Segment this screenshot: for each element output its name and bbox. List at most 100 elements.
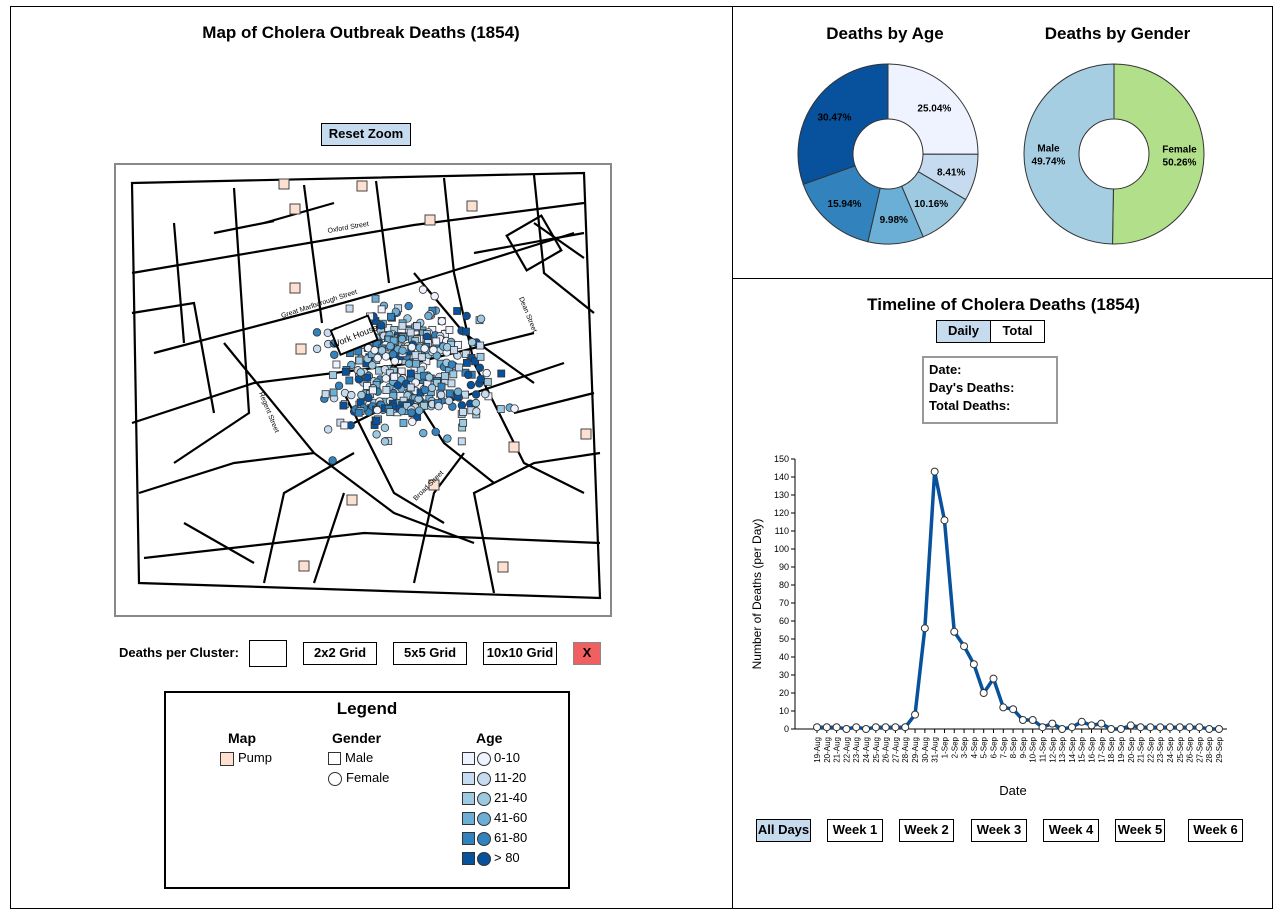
- male-death-marker[interactable]: [412, 359, 420, 368]
- female-death-marker[interactable]: [397, 406, 407, 416]
- day-point[interactable]: [1028, 716, 1037, 724]
- day-point[interactable]: [852, 723, 861, 732]
- cholera-map[interactable]: Oxford Street Great Marlborough Street D…: [114, 163, 612, 617]
- day-point[interactable]: [862, 725, 871, 733]
- pump-marker[interactable]: [508, 441, 520, 453]
- female-death-marker[interactable]: [414, 406, 424, 415]
- female-death-marker[interactable]: [431, 427, 440, 437]
- all-days-button[interactable]: All Days: [756, 819, 811, 842]
- day-point[interactable]: [989, 674, 998, 683]
- day-point[interactable]: [1126, 721, 1135, 730]
- female-death-marker[interactable]: [380, 423, 390, 432]
- female-death-marker[interactable]: [418, 285, 428, 294]
- female-death-marker[interactable]: [393, 381, 402, 390]
- age-pie-slice[interactable]: [887, 63, 979, 155]
- male-death-marker[interactable]: [321, 390, 330, 399]
- grid-2x2-button[interactable]: 2x2 Grid: [303, 642, 377, 665]
- female-death-marker[interactable]: [467, 338, 477, 347]
- female-death-marker[interactable]: [354, 375, 364, 384]
- male-death-marker[interactable]: [368, 386, 377, 395]
- male-death-marker[interactable]: [459, 408, 467, 416]
- day-point[interactable]: [920, 624, 929, 633]
- day-point[interactable]: [1156, 723, 1165, 732]
- day-point[interactable]: [1195, 723, 1204, 732]
- male-death-marker[interactable]: [329, 388, 338, 397]
- female-death-marker[interactable]: [370, 346, 379, 355]
- female-death-marker[interactable]: [328, 456, 337, 465]
- male-death-marker[interactable]: [497, 369, 506, 378]
- male-death-marker[interactable]: [453, 307, 462, 315]
- male-death-marker[interactable]: [399, 419, 408, 427]
- male-death-marker[interactable]: [354, 408, 363, 417]
- day-point[interactable]: [1077, 717, 1086, 726]
- male-death-marker[interactable]: [462, 327, 470, 336]
- female-death-marker[interactable]: [437, 317, 447, 326]
- female-death-marker[interactable]: [427, 383, 437, 393]
- female-death-marker[interactable]: [388, 350, 398, 359]
- female-death-marker[interactable]: [377, 346, 387, 355]
- male-death-marker[interactable]: [496, 405, 505, 413]
- male-death-marker[interactable]: [340, 421, 349, 430]
- pump-marker[interactable]: [298, 560, 310, 572]
- male-death-marker[interactable]: [387, 312, 395, 321]
- pump-marker[interactable]: [346, 494, 358, 506]
- male-death-marker[interactable]: [449, 370, 458, 379]
- male-death-marker[interactable]: [447, 379, 456, 388]
- female-death-marker[interactable]: [462, 311, 471, 321]
- day-point[interactable]: [930, 467, 939, 476]
- female-death-marker[interactable]: [347, 390, 356, 400]
- day-point[interactable]: [999, 703, 1008, 712]
- female-death-marker[interactable]: [397, 334, 407, 344]
- female-death-marker[interactable]: [381, 374, 391, 383]
- pump-marker[interactable]: [295, 343, 307, 355]
- male-death-marker[interactable]: [420, 401, 428, 410]
- female-death-marker[interactable]: [420, 385, 430, 395]
- day-point[interactable]: [911, 710, 920, 719]
- female-death-marker[interactable]: [368, 361, 377, 370]
- clear-cluster-button[interactable]: X: [573, 642, 601, 665]
- male-death-marker[interactable]: [413, 322, 421, 331]
- male-death-marker[interactable]: [363, 373, 372, 382]
- pump-marker[interactable]: [580, 428, 592, 440]
- male-death-marker[interactable]: [390, 372, 399, 381]
- day-point[interactable]: [1107, 725, 1116, 733]
- week-4-button[interactable]: Week 4: [1043, 819, 1099, 842]
- female-death-marker[interactable]: [407, 408, 416, 417]
- female-death-marker[interactable]: [380, 437, 390, 446]
- female-death-marker[interactable]: [404, 301, 413, 311]
- female-death-marker[interactable]: [381, 352, 391, 361]
- male-death-marker[interactable]: [406, 328, 415, 337]
- day-point[interactable]: [1038, 723, 1047, 732]
- male-death-marker[interactable]: [461, 349, 470, 358]
- week-6-button[interactable]: Week 6: [1188, 819, 1243, 842]
- day-point[interactable]: [901, 723, 910, 732]
- male-death-marker[interactable]: [345, 376, 354, 385]
- male-death-marker[interactable]: [445, 389, 454, 398]
- gender-donut-chart[interactable]: Female 50.26% Male 49.74%: [1019, 59, 1209, 249]
- male-death-marker[interactable]: [345, 304, 354, 313]
- female-death-marker[interactable]: [475, 363, 485, 372]
- male-death-marker[interactable]: [355, 356, 364, 365]
- pump-marker[interactable]: [289, 282, 301, 294]
- day-point[interactable]: [842, 725, 851, 733]
- day-point[interactable]: [1146, 723, 1155, 732]
- age-donut-chart[interactable]: 25.04% 8.41% 10.16% 9.98% 15.94% 30.47%: [793, 59, 983, 249]
- female-death-marker[interactable]: [424, 373, 434, 382]
- female-death-marker[interactable]: [444, 396, 454, 406]
- male-death-marker[interactable]: [462, 359, 471, 367]
- male-death-marker[interactable]: [445, 326, 454, 334]
- male-death-marker[interactable]: [471, 357, 480, 366]
- grid-5x5-button[interactable]: 5x5 Grid: [393, 642, 467, 665]
- female-death-marker[interactable]: [436, 390, 446, 400]
- female-death-marker[interactable]: [464, 370, 473, 380]
- daily-mode-button[interactable]: Daily: [936, 320, 991, 343]
- male-death-marker[interactable]: [341, 367, 350, 376]
- day-point[interactable]: [881, 723, 890, 732]
- male-death-marker[interactable]: [483, 377, 492, 386]
- female-death-marker[interactable]: [471, 390, 481, 399]
- day-point[interactable]: [969, 660, 978, 669]
- pump-marker[interactable]: [466, 200, 478, 212]
- female-death-marker[interactable]: [472, 407, 481, 416]
- male-death-marker[interactable]: [406, 369, 415, 378]
- male-death-marker[interactable]: [459, 418, 468, 427]
